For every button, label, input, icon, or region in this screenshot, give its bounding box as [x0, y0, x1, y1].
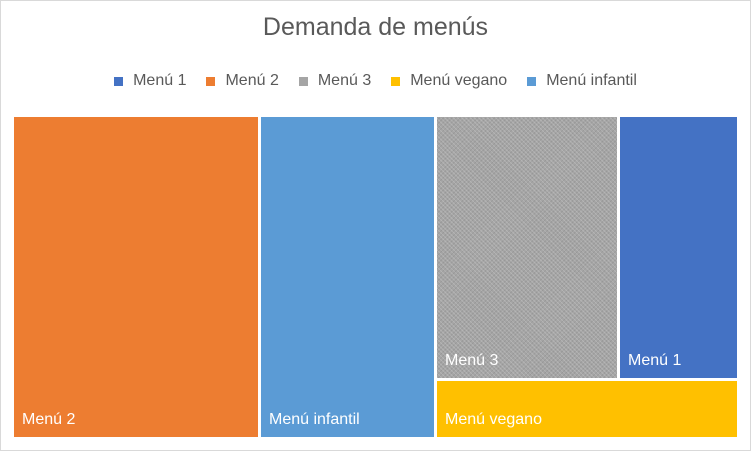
- legend: Menú 1 Menú 2 Menú 3 Menú vegano Menú in…: [1, 72, 750, 90]
- legend-item-menu-3: Menú 3: [298, 72, 372, 90]
- legend-label-menu-infantil: Menú infantil: [546, 72, 637, 89]
- legend-swatch-menu-infantil: [527, 76, 537, 86]
- legend-item-menu-2: Menú 2: [206, 72, 279, 90]
- tile-menu-2: Menú 2: [14, 117, 258, 437]
- legend-label-menu-1: Menú 1: [133, 72, 187, 89]
- tile-label-menu-3: Menú 3: [445, 352, 499, 369]
- tile-menu-1: Menú 1: [620, 117, 737, 378]
- tile-menu-3: Menú 3: [437, 117, 617, 378]
- legend-item-menu-1: Menú 1: [114, 72, 186, 90]
- legend-label-menu-2: Menú 2: [225, 72, 279, 89]
- legend-item-menu-vegano: Menú vegano: [391, 72, 507, 90]
- tile-label-menu-vegano: Menú vegano: [445, 411, 542, 428]
- legend-swatch-menu-1: [114, 76, 124, 86]
- tile-label-menu-2: Menú 2: [22, 411, 76, 428]
- tile-menu-vegano: Menú vegano: [437, 381, 737, 437]
- legend-label-menu-vegano: Menú vegano: [410, 72, 508, 89]
- tile-label-menu-infantil: Menú infantil: [269, 411, 360, 428]
- legend-swatch-menu-vegano: [391, 76, 401, 86]
- tile-menu-infantil: Menú infantil: [261, 117, 434, 437]
- legend-label-menu-3: Menú 3: [317, 72, 372, 89]
- legend-item-menu-infantil: Menú infantil: [527, 72, 637, 90]
- legend-swatch-menu-2: [206, 76, 216, 86]
- tile-label-menu-1: Menú 1: [628, 352, 682, 369]
- legend-swatch-menu-3: [298, 76, 308, 86]
- chart-title: Demanda de menús: [262, 13, 489, 41]
